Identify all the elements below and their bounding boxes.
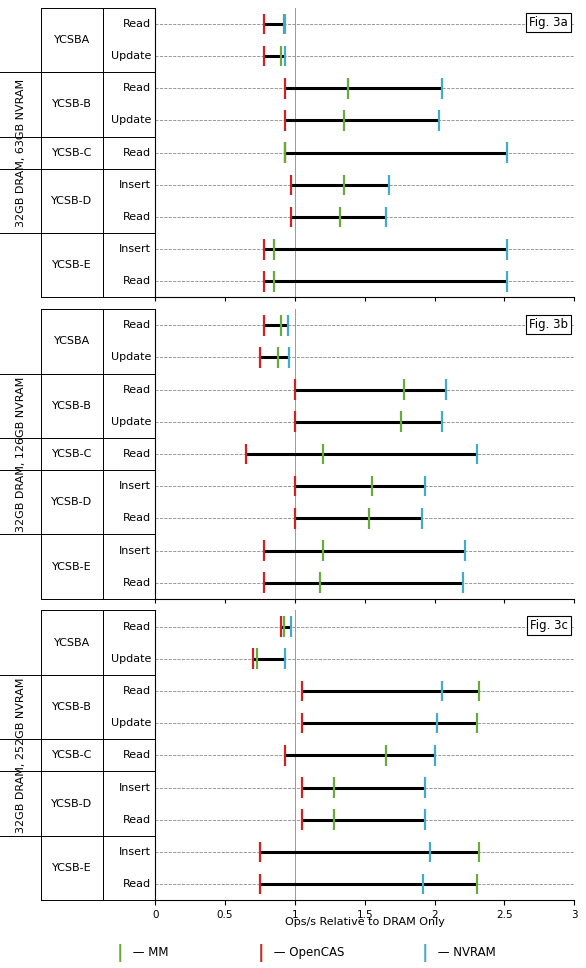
Text: Update: Update bbox=[111, 417, 151, 427]
Text: Read: Read bbox=[123, 18, 151, 29]
Text: YCSB-E: YCSB-E bbox=[52, 561, 91, 572]
Text: Read: Read bbox=[123, 815, 151, 825]
Text: Insert: Insert bbox=[119, 481, 151, 491]
Text: — NVRAM: — NVRAM bbox=[434, 946, 495, 959]
Text: YCSB-D: YCSB-D bbox=[51, 799, 93, 808]
Text: Ops/s Relative to DRAM Only: Ops/s Relative to DRAM Only bbox=[285, 918, 445, 927]
Text: Read: Read bbox=[123, 621, 151, 631]
Text: Read: Read bbox=[123, 320, 151, 330]
Text: YCSB-E: YCSB-E bbox=[52, 260, 91, 270]
Text: 32GB DRAM, 63GB NVRAM: 32GB DRAM, 63GB NVRAM bbox=[15, 78, 26, 227]
Text: Read: Read bbox=[123, 83, 151, 93]
Text: |: | bbox=[117, 944, 124, 961]
Text: Insert: Insert bbox=[119, 180, 151, 190]
Text: Insert: Insert bbox=[119, 244, 151, 255]
Text: 32GB DRAM, 252GB NVRAM: 32GB DRAM, 252GB NVRAM bbox=[15, 678, 26, 833]
Text: Update: Update bbox=[111, 653, 151, 664]
Text: Read: Read bbox=[123, 384, 151, 395]
Text: YCSBA: YCSBA bbox=[54, 638, 90, 648]
Text: YCSB-B: YCSB-B bbox=[52, 100, 92, 109]
Text: Read: Read bbox=[123, 686, 151, 696]
Text: Read: Read bbox=[123, 212, 151, 222]
Text: Read: Read bbox=[123, 513, 151, 524]
Text: |: | bbox=[421, 944, 428, 961]
Text: 32GB DRAM, 126GB NVRAM: 32GB DRAM, 126GB NVRAM bbox=[15, 377, 26, 531]
Text: Read: Read bbox=[123, 750, 151, 760]
Text: Read: Read bbox=[123, 277, 151, 287]
Text: YCSB-D: YCSB-D bbox=[51, 196, 93, 206]
Text: Insert: Insert bbox=[119, 782, 151, 793]
Text: YCSBA: YCSBA bbox=[54, 35, 90, 45]
Text: Read: Read bbox=[123, 879, 151, 890]
Text: YCSB-C: YCSB-C bbox=[52, 148, 92, 158]
Text: Fig. 3a: Fig. 3a bbox=[529, 16, 568, 29]
Text: YCSB-C: YCSB-C bbox=[52, 750, 92, 760]
Text: Read: Read bbox=[123, 148, 151, 158]
Text: Update: Update bbox=[111, 352, 151, 362]
Text: YCSB-D: YCSB-D bbox=[51, 498, 93, 507]
Text: Read: Read bbox=[123, 578, 151, 588]
Text: Fig. 3c: Fig. 3c bbox=[530, 620, 568, 632]
Text: — MM: — MM bbox=[129, 946, 168, 959]
Text: YCSB-B: YCSB-B bbox=[52, 702, 92, 712]
Text: Update: Update bbox=[111, 718, 151, 728]
Text: YCSB-E: YCSB-E bbox=[52, 863, 91, 873]
Text: Fig. 3b: Fig. 3b bbox=[529, 318, 568, 331]
Text: — OpenCAS: — OpenCAS bbox=[270, 946, 344, 959]
Text: |: | bbox=[257, 944, 264, 961]
Text: Insert: Insert bbox=[119, 847, 151, 857]
Text: YCSBA: YCSBA bbox=[54, 336, 90, 347]
Text: Update: Update bbox=[111, 51, 151, 61]
Text: Update: Update bbox=[111, 115, 151, 126]
Text: Read: Read bbox=[123, 449, 151, 459]
Text: YCSB-B: YCSB-B bbox=[52, 401, 92, 410]
Text: Insert: Insert bbox=[119, 546, 151, 556]
Text: YCSB-C: YCSB-C bbox=[52, 449, 92, 459]
